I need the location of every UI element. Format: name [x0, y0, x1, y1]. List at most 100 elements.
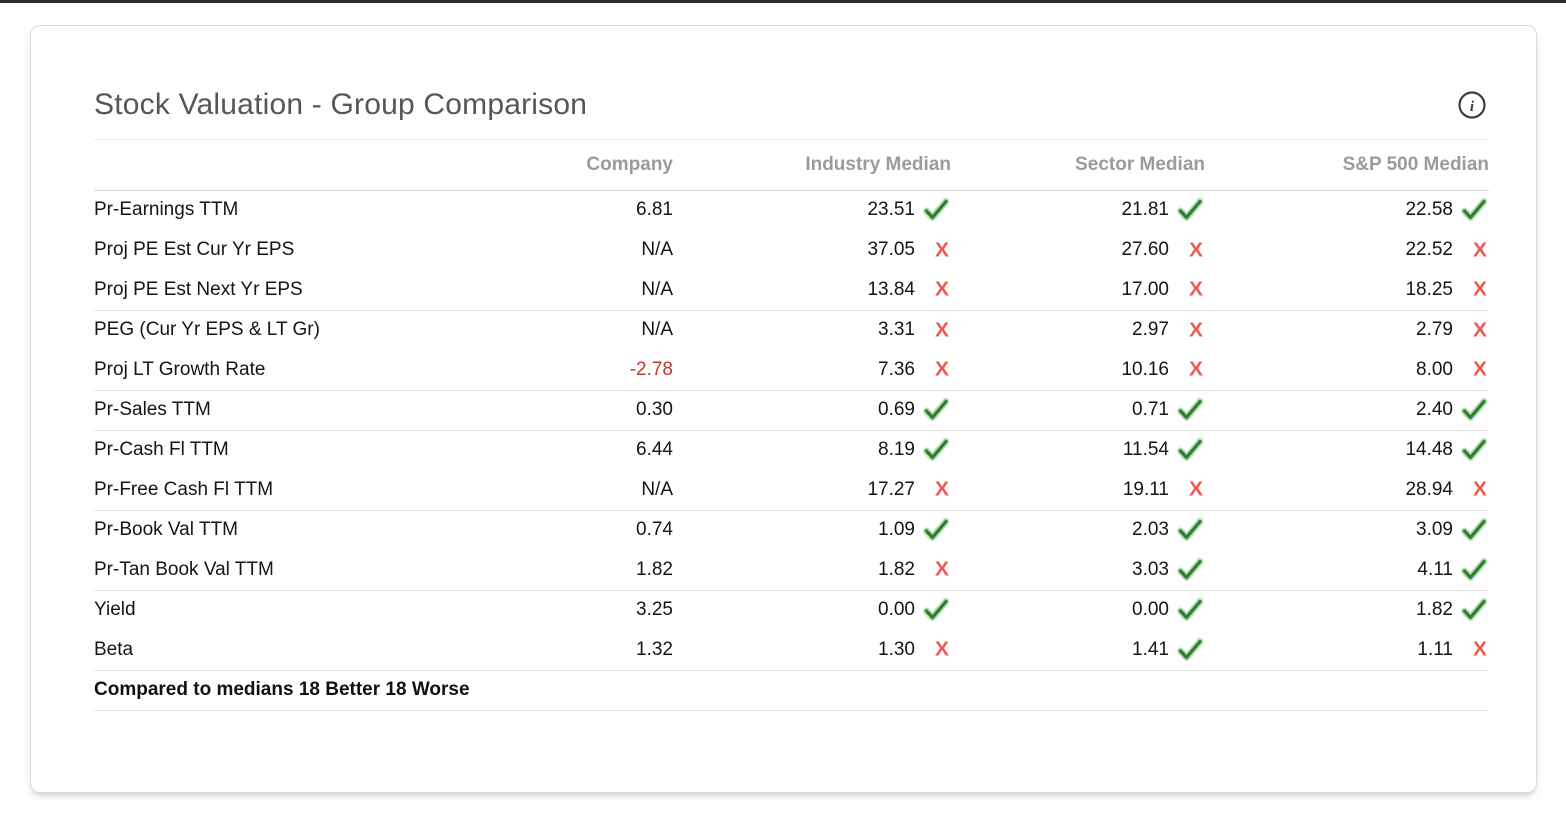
- check-icon: [923, 398, 949, 421]
- sp500-median-cell: 8.00 X: [1205, 350, 1489, 390]
- company-value: N/A: [641, 278, 673, 300]
- industry-mark-slot: X: [915, 479, 951, 500]
- metric-label: Pr-Cash Fl TTM: [94, 429, 553, 470]
- industry-median-cell: 7.36 X: [673, 350, 951, 390]
- industry-mark-slot: X: [915, 559, 951, 580]
- industry-mark-slot: X: [915, 240, 951, 261]
- sector-median-cell: 0.71: [951, 389, 1205, 430]
- sp500-median-cell: 2.40: [1205, 389, 1489, 430]
- sector-median-cell: 17.00 X: [951, 270, 1205, 310]
- column-header-sector: Sector Median: [951, 140, 1205, 191]
- sector-median-value: 2.03: [1132, 519, 1169, 541]
- x-icon: X: [934, 638, 949, 661]
- industry-median-cell: 0.69: [673, 389, 951, 430]
- info-button[interactable]: i: [1456, 89, 1488, 121]
- company-value: 0.74: [636, 519, 673, 541]
- company-value-cell: -2.78: [553, 350, 673, 390]
- comparison-table: Company Industry Median Sector Median S&…: [94, 140, 1489, 711]
- sector-mark-slot: [1169, 598, 1205, 622]
- sector-median-value: 21.81: [1121, 199, 1169, 221]
- metric-label: Pr-Book Val TTM: [94, 509, 553, 550]
- x-icon: X: [934, 478, 949, 501]
- sp500-mark-slot: [1453, 438, 1489, 462]
- company-value-cell: 0.74: [553, 509, 673, 550]
- sector-mark-slot: [1169, 198, 1205, 222]
- info-icon: i: [1458, 91, 1486, 119]
- check-icon: [923, 518, 949, 542]
- check-icon: [923, 438, 949, 462]
- industry-mark-slot: [915, 598, 951, 622]
- company-value: 6.81: [636, 199, 673, 221]
- sp500-median-cell: 22.52 X: [1205, 230, 1489, 270]
- metric-label: Proj PE Est Next Yr EPS: [94, 278, 303, 300]
- sector-median-value: 0.71: [1132, 399, 1169, 420]
- comparison-summary: Compared to medians 18 Better 18 Worse: [94, 669, 1489, 711]
- x-icon: X: [1472, 319, 1487, 342]
- industry-median-value: 23.51: [867, 199, 915, 221]
- x-icon: X: [1472, 278, 1487, 301]
- sector-median-value: 19.11: [1122, 478, 1169, 500]
- sp500-median-value: 14.48: [1405, 439, 1453, 461]
- industry-median-cell: 8.19: [673, 429, 951, 470]
- table-row: Pr-Free Cash Fl TTM N/A 17.27 X 19.11 X 28…: [94, 470, 1489, 510]
- check-icon: [1461, 598, 1487, 622]
- check-icon: [1461, 398, 1487, 421]
- industry-median-cell: 0.00: [673, 589, 951, 630]
- sp500-mark-slot: [1453, 198, 1489, 222]
- title-divider: [94, 139, 1488, 140]
- sector-median-cell: 3.03: [951, 550, 1205, 590]
- x-icon: X: [934, 278, 949, 301]
- sector-mark-slot: X: [1169, 359, 1205, 380]
- table-row: Proj LT Growth Rate -2.78 7.36 X 10.16 X 8…: [94, 350, 1489, 390]
- x-icon: X: [1188, 278, 1203, 301]
- check-icon: [923, 198, 949, 222]
- industry-median-value: 13.84: [867, 278, 915, 300]
- sector-median-value: 2.97: [1132, 319, 1169, 341]
- table-row: Proj PE Est Cur Yr EPS N/A 37.05 X 27.60 X…: [94, 230, 1489, 270]
- check-icon: [1177, 198, 1203, 222]
- metric-label: Proj PE Est Cur Yr EPS: [94, 239, 295, 260]
- check-icon: [1177, 438, 1203, 462]
- industry-median-cell: 1.30 X: [673, 630, 951, 670]
- sp500-median-value: 8.00: [1416, 358, 1453, 380]
- company-value-cell: 3.25: [553, 589, 673, 630]
- company-value: N/A: [641, 319, 673, 341]
- sp500-mark-slot: X: [1453, 479, 1489, 500]
- table-row: Pr-Earnings TTM 6.81 23.51 21.81 22.58: [94, 190, 1489, 230]
- sp500-median-value: 18.25: [1405, 278, 1453, 300]
- industry-median-value: 1.30: [878, 638, 915, 660]
- sector-median-value: 0.00: [1132, 599, 1169, 621]
- metric-label: Pr-Tan Book Val TTM: [94, 558, 274, 580]
- check-icon: [1177, 557, 1203, 581]
- check-icon: [1177, 598, 1203, 622]
- sp500-median-value: 22.58: [1405, 199, 1453, 221]
- company-value-cell: 6.81: [553, 190, 673, 230]
- metric-label: Pr-Free Cash Fl TTM: [94, 478, 274, 500]
- industry-median-cell: 3.31 X: [673, 309, 951, 350]
- table-row: PEG (Cur Yr EPS & LT Gr) N/A 3.31 X 2.97 X…: [94, 309, 1489, 350]
- industry-median-value: 0.69: [878, 399, 915, 420]
- industry-median-value: 8.19: [878, 439, 915, 461]
- column-header-company: Company: [553, 140, 673, 191]
- sector-mark-slot: [1169, 398, 1205, 422]
- industry-median-cell: 1.82 X: [673, 550, 951, 590]
- company-value: 6.44: [636, 439, 673, 461]
- industry-median-value: 0.00: [878, 599, 915, 621]
- x-icon: X: [934, 358, 949, 381]
- sector-mark-slot: [1169, 438, 1205, 462]
- sp500-mark-slot: X: [1453, 240, 1489, 261]
- company-value-cell: N/A: [553, 270, 673, 310]
- x-icon: X: [1472, 239, 1487, 261]
- industry-mark-slot: X: [915, 320, 951, 341]
- industry-median-value: 17.27: [867, 478, 915, 500]
- metric-label: Yield: [94, 589, 553, 630]
- sector-mark-slot: X: [1169, 479, 1205, 500]
- sp500-median-value: 1.82: [1416, 599, 1453, 621]
- company-value: 1.32: [636, 638, 673, 660]
- top-edge-bar: [0, 0, 1566, 3]
- industry-median-value: 3.31: [878, 319, 915, 341]
- sector-mark-slot: [1169, 518, 1205, 542]
- sector-median-value: 10.16: [1121, 358, 1169, 380]
- company-value-cell: N/A: [553, 230, 673, 270]
- company-value-cell: 1.82: [553, 550, 673, 590]
